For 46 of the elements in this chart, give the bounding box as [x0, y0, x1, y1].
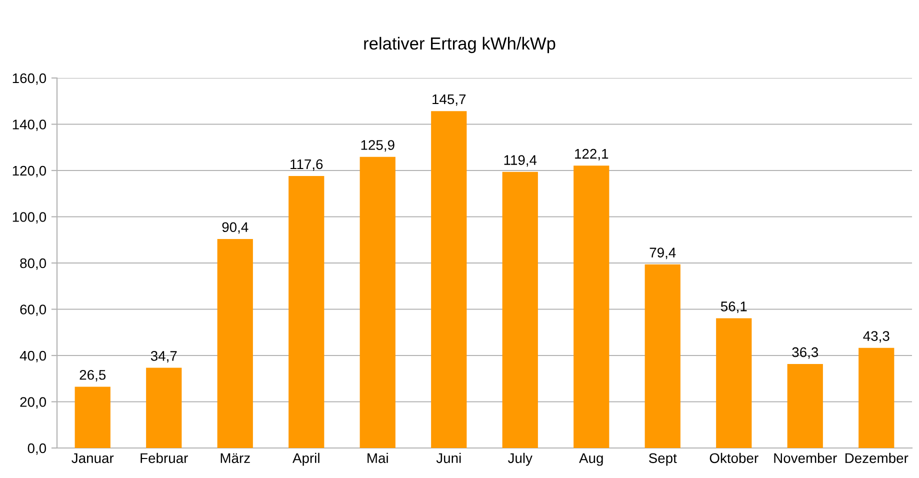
- bar: [644, 264, 680, 448]
- bar: [360, 156, 396, 448]
- data-label: 36,3: [792, 347, 818, 359]
- y-tick-label: 120,0: [12, 166, 46, 178]
- chart-title: relativer Ertrag kWh/kWp: [364, 36, 556, 54]
- data-label: 90,4: [222, 222, 248, 234]
- y-tick-label: 0,0: [28, 443, 46, 455]
- y-tick-label: 80,0: [20, 258, 46, 270]
- bar: [431, 111, 467, 448]
- bar: [858, 348, 894, 448]
- data-label: 117,6: [290, 159, 323, 171]
- bar: [74, 386, 110, 448]
- data-label: 119,4: [504, 155, 537, 167]
- x-tick-label: Juni: [436, 452, 461, 464]
- x-tick-label: Februar: [140, 452, 188, 464]
- x-tick-label: July: [508, 452, 532, 466]
- y-tick-label: 20,0: [20, 397, 46, 409]
- bar: [146, 368, 182, 448]
- data-label: 43,3: [863, 331, 890, 343]
- y-tick-label: 140,0: [12, 120, 46, 132]
- x-tick-label: März: [220, 453, 250, 464]
- x-tick-label: Dezember: [845, 452, 908, 464]
- x-tick-label: April: [292, 452, 320, 466]
- x-tick-label: Sept: [648, 453, 677, 466]
- data-label: 145,7: [432, 94, 466, 106]
- x-tick-label: Januar: [72, 453, 114, 464]
- data-label: 26,5: [80, 370, 106, 382]
- data-label: 34,7: [150, 351, 177, 362]
- data-label: 125,9: [361, 140, 394, 152]
- bar: [574, 166, 610, 448]
- x-tick-label: Aug: [579, 453, 603, 466]
- bar: [787, 364, 823, 448]
- x-tick-label: Mai: [368, 452, 388, 464]
- x-tick-label: Oktober: [710, 452, 758, 464]
- bar: [288, 176, 324, 448]
- y-tick-label: 160,0: [12, 73, 46, 85]
- y-tick-label: 40,0: [20, 350, 46, 362]
- bar: [502, 172, 538, 448]
- y-tick-label: 60,0: [20, 304, 46, 316]
- data-label: 56,1: [720, 302, 747, 313]
- x-tick-label: November: [774, 452, 837, 464]
- bar: [217, 238, 253, 448]
- data-label: 122,1: [575, 148, 608, 160]
- data-label: 79,4: [650, 248, 676, 260]
- bar: [716, 318, 752, 448]
- y-tick-label: 100,0: [12, 212, 46, 224]
